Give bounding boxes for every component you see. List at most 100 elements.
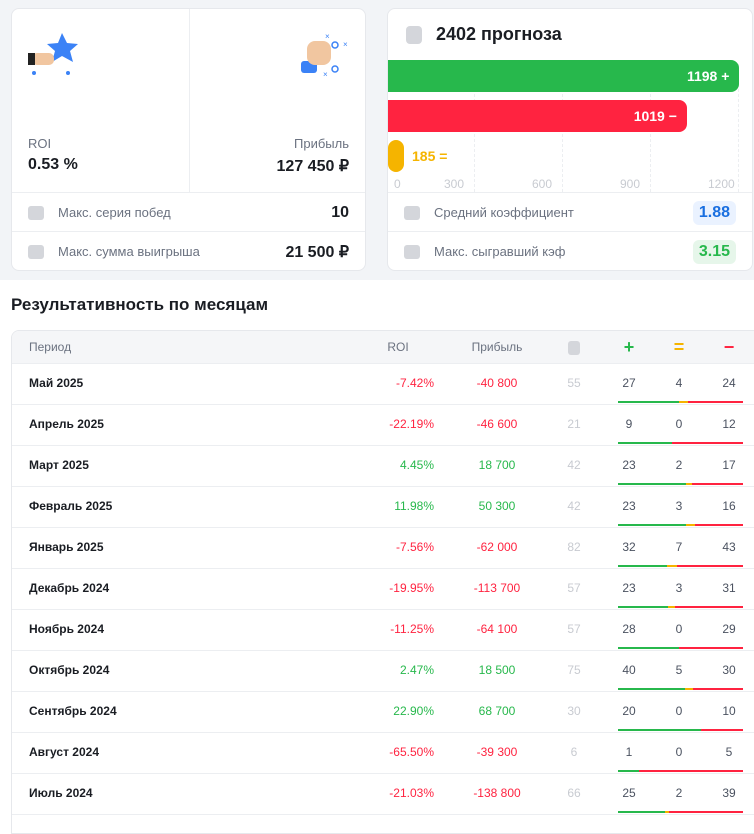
- roi-cell: 4.45%: [399, 458, 434, 472]
- roi-cell: -7.56%: [395, 540, 434, 554]
- max-coef-row: Макс. сыгравший кэф 3.15: [388, 231, 752, 271]
- result-ratio-bar: [618, 688, 743, 690]
- draws-label: 185 =: [412, 148, 448, 164]
- ratio-loss: [692, 688, 743, 690]
- draws-bar: [388, 140, 404, 172]
- table-row[interactable]: Март 2025 4.45% 18 700 42 23 2 17: [12, 446, 754, 487]
- svg-text:×: ×: [325, 32, 330, 41]
- ratio-win: [618, 483, 687, 485]
- ratio-loss: [669, 811, 743, 813]
- max-streak-value: 10: [331, 203, 349, 221]
- table-row[interactable]: Сентябрь 2024 22.90% 68 700 30 20 0 10: [12, 692, 754, 733]
- roi-cell: -22.19%: [389, 417, 434, 431]
- list-icon: [406, 26, 422, 44]
- forecasts-title: 2402 прогноза: [436, 24, 562, 44]
- ratio-win: [618, 606, 669, 608]
- profit-cell: -113 700: [473, 581, 521, 595]
- table-row[interactable]: Декабрь 2024 -19.95% -113 700 57 23 3 31: [12, 569, 754, 610]
- profit-cell: -40 800: [476, 376, 518, 390]
- table-header: Период ROI Прибыль + = −: [12, 331, 754, 364]
- count-cell: 21: [567, 417, 581, 431]
- header-equals-icon: =: [673, 337, 685, 357]
- money-icon: [28, 244, 44, 259]
- max-streak-label: Макс. серия побед: [58, 205, 171, 220]
- trophy-icon: [28, 205, 44, 220]
- monthly-title: Результативность по месяцам: [11, 295, 269, 314]
- max-win-label: Макс. сумма выигрыша: [58, 244, 200, 259]
- losses-cell: 24: [722, 376, 736, 390]
- ratio-loss: [638, 770, 743, 772]
- draws-cell: 0: [675, 622, 683, 636]
- roi-panel: ROI 0.53 %: [12, 9, 189, 192]
- table-row[interactable]: Апрель 2025 -22.19% -46 600 21 9 0 12: [12, 405, 754, 446]
- count-cell: 42: [567, 458, 581, 472]
- ratio-win: [618, 565, 667, 567]
- losses-label: 1019 −: [633, 108, 677, 124]
- count-cell: 57: [567, 581, 581, 595]
- ratio-win: [618, 524, 687, 526]
- table-row[interactable]: Ноябрь 2024 -11.25% -64 100 57 28 0 29: [12, 610, 754, 651]
- profit-panel: × × × Прибыль 127 450 ₽: [188, 9, 366, 192]
- wins-bar: 1198 +: [388, 60, 740, 92]
- table-row[interactable]: Январь 2025 -7.56% -62 000 82 32 7 43: [12, 528, 754, 569]
- avg-coef-label: Средний коэффициент: [434, 205, 574, 220]
- wins-cell: 40: [622, 663, 636, 677]
- roi-cell: 11.98%: [394, 499, 434, 513]
- result-ratio-bar: [618, 401, 743, 403]
- profit-cell: -64 100: [476, 622, 518, 636]
- ratio-loss: [671, 442, 743, 444]
- period-cell: Январь 2025: [29, 540, 104, 554]
- roi-cell: -65.50%: [389, 745, 434, 759]
- ratio-draw: [666, 565, 678, 567]
- header-roi: ROI: [387, 340, 409, 354]
- table-row[interactable]: Июль 2024 -21.03% -138 800 66 25 2 39: [12, 774, 754, 815]
- ratio-loss: [677, 565, 743, 567]
- wins-cell: 9: [625, 417, 633, 431]
- draws-cell: 3: [675, 499, 683, 513]
- profit-label: Прибыль: [294, 136, 349, 151]
- roi-cell: 22.90%: [393, 704, 434, 718]
- header-period: Период: [29, 340, 72, 354]
- losses-cell: 10: [722, 704, 736, 718]
- table-row[interactable]: Октябрь 2024 2.47% 18 500 75 40 5 30: [12, 651, 754, 692]
- ratio-loss: [695, 524, 743, 526]
- max-win-row: Макс. сумма выигрыша 21 500 ₽: [12, 231, 365, 271]
- ratio-draw: [686, 483, 693, 485]
- avg-coef-value: 1.88: [692, 200, 736, 225]
- roi-cell: -21.03%: [389, 786, 434, 800]
- result-ratio-bar: [618, 647, 743, 649]
- wins-cell: 23: [622, 458, 636, 472]
- axis-tick: 600: [532, 177, 553, 191]
- period-cell: Октябрь 2024: [29, 663, 110, 677]
- losses-bar: 1019 −: [388, 100, 687, 132]
- axis-tick: 900: [620, 177, 641, 191]
- losses-cell: 5: [725, 745, 733, 759]
- profit-value: 127 450 ₽: [276, 158, 349, 175]
- period-cell: Декабрь 2024: [29, 581, 110, 595]
- ratio-win: [618, 729, 702, 731]
- max-win-value: 21 500 ₽: [285, 243, 349, 261]
- header-profit: Прибыль: [471, 340, 523, 354]
- header-count-icon: [557, 331, 591, 364]
- count-cell: 75: [567, 663, 581, 677]
- profit-cell: 18 700: [478, 458, 516, 472]
- losses-cell: 16: [722, 499, 736, 513]
- profit-cell: 18 500: [478, 663, 516, 677]
- result-ratio-bar: [618, 729, 743, 731]
- draws-cell: 3: [675, 581, 683, 595]
- chart-icon: [404, 205, 420, 220]
- wins-label: 1198 +: [686, 68, 730, 84]
- table-row[interactable]: Август 2024 -65.50% -39 300 6 1 0 5: [12, 733, 754, 774]
- roi-value: 0.53 %: [28, 156, 78, 173]
- table-row[interactable]: Май 2025 -7.42% -40 800 55 27 4 24: [12, 364, 754, 405]
- summary-card: ROI 0.53 % × × × Прибыль 127 450 ₽ Макс. с…: [11, 8, 366, 271]
- result-ratio-bar: [618, 770, 743, 772]
- wins-cell: 1: [625, 745, 633, 759]
- wins-cell: 23: [622, 499, 636, 513]
- axis-tick: 0: [394, 177, 401, 191]
- draws-cell: 0: [675, 704, 683, 718]
- star-hand-icon: [28, 33, 78, 75]
- table-row[interactable]: Февраль 2025 11.98% 50 300 42 23 3 16: [12, 487, 754, 528]
- result-ratio-bar: [618, 442, 743, 444]
- monthly-table: Период ROI Прибыль + = − Май 2025 -7.42%…: [11, 330, 754, 834]
